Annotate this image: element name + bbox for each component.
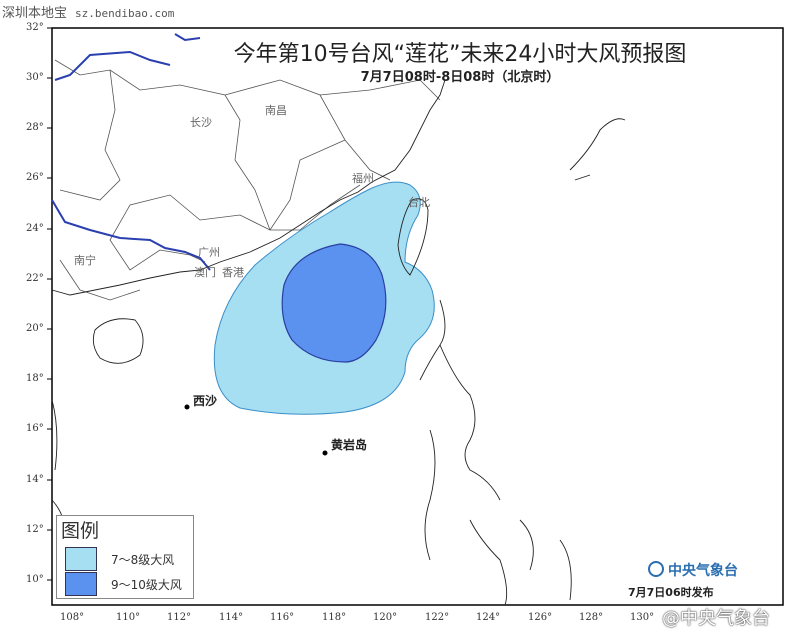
y-axis-label: 30°	[26, 72, 44, 83]
y-axis-label: 12°	[26, 524, 44, 535]
organization-logo: 中央气象台	[648, 560, 738, 580]
site-url: sz.bendibao.com	[75, 7, 175, 20]
city-label: 香港	[222, 266, 244, 279]
legend: 图例 7～8级大风 9～10级大风	[56, 515, 194, 599]
x-axis-label: 120°	[373, 612, 398, 623]
legend-label: 7～8级大风	[111, 553, 175, 567]
city-label: 南宁	[74, 254, 96, 267]
city-label: 西沙	[193, 394, 218, 408]
xisha-marker	[184, 404, 190, 410]
legend-swatch-9-10	[65, 572, 97, 596]
y-axis-label: 16°	[26, 423, 44, 434]
map-title: 今年第10号台风“莲花”未来24小时大风预报图	[233, 42, 687, 67]
issue-time: 7月7日06时发布	[628, 586, 714, 599]
legend-swatch-7-8	[65, 547, 97, 571]
city-label: 南昌	[265, 104, 287, 117]
legend-label: 9～10级大风	[111, 578, 182, 592]
organization-name: 中央气象台	[668, 563, 738, 579]
y-axis-label: 28°	[26, 122, 44, 133]
x-axis-label: 126°	[528, 612, 553, 623]
y-axis-label: 20°	[26, 323, 44, 334]
city-label: 长沙	[190, 116, 212, 129]
corner-watermark: @中央气象台	[662, 608, 770, 629]
x-axis-label: 130°	[630, 612, 655, 623]
x-axis-label: 128°	[579, 612, 604, 623]
map-subtitle: 7月7日08时-8日08时（北京时）	[360, 70, 560, 85]
legend-title: 图例	[61, 520, 100, 542]
x-axis-label: 108°	[60, 612, 85, 623]
city-label: 黄岩岛	[331, 438, 368, 452]
y-axis-label: 24°	[26, 223, 44, 234]
y-axis-label: 18°	[26, 373, 44, 384]
wind-area-9-10	[281, 243, 387, 363]
x-axis-label: 112°	[167, 612, 192, 623]
x-axis-label: 116°	[270, 612, 295, 623]
site-name: 深圳本地宝	[2, 6, 68, 21]
city-label: 福州	[352, 172, 374, 185]
axis-ticks	[47, 27, 52, 581]
weather-logo-icon	[648, 561, 664, 577]
y-axis-label: 32°	[26, 22, 44, 33]
y-axis-label: 22°	[26, 273, 44, 284]
hainan-island	[92, 318, 144, 364]
y-axis-label: 10°	[26, 574, 44, 585]
city-label: 澳门	[194, 266, 216, 279]
huangyandao-marker	[322, 450, 328, 456]
x-axis-label: 124°	[476, 612, 501, 623]
province-boundaries	[54, 59, 441, 301]
city-label: 台北	[408, 196, 430, 209]
site-watermark: 深圳本地宝 sz.bendibao.com	[2, 2, 174, 21]
city-label: 广州	[198, 246, 220, 259]
x-axis-label: 118°	[322, 612, 347, 623]
y-axis-label: 14°	[26, 474, 44, 485]
x-axis-label: 114°	[219, 612, 244, 623]
taiwan-island	[397, 198, 429, 276]
x-axis-label: 122°	[425, 612, 450, 623]
x-axis-label: 110°	[116, 612, 141, 623]
y-axis-label: 26°	[26, 172, 44, 183]
rivers	[51, 33, 211, 271]
